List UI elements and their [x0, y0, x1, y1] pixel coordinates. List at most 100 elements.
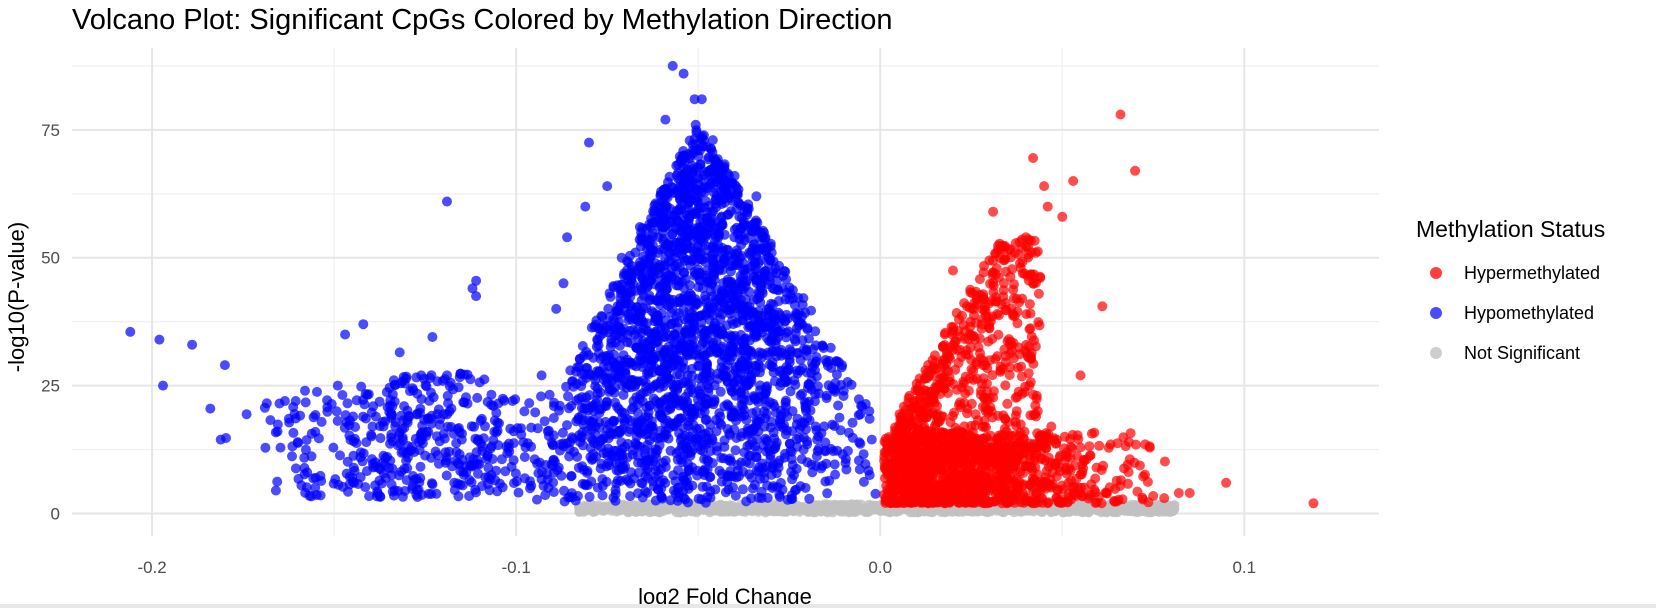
point-hypomethylated	[708, 302, 719, 313]
point-hypomethylated	[652, 484, 663, 495]
point-hypomethylated	[355, 452, 366, 463]
point-hypomethylated	[665, 298, 676, 309]
point-not-significant	[766, 503, 776, 514]
point-not-significant	[787, 505, 798, 516]
point-hypomethylated	[817, 460, 828, 471]
point-hypomethylated	[532, 494, 542, 505]
point-hypomethylated	[600, 400, 611, 411]
point-hypomethylated	[374, 475, 385, 486]
point-hypomethylated	[351, 395, 362, 406]
point-hypomethylated	[622, 413, 633, 424]
point-hypomethylated	[308, 412, 319, 423]
point-hypomethylated	[646, 360, 656, 371]
point-hypomethylated	[766, 416, 777, 427]
point-hypermethylated	[973, 476, 984, 487]
point-hypomethylated	[650, 471, 661, 482]
point-hypomethylated	[634, 222, 645, 232]
point-hypomethylated	[787, 406, 798, 417]
point-hypomethylated	[462, 398, 473, 409]
point-hypomethylated	[518, 437, 529, 448]
point-hypermethylated	[912, 478, 923, 488]
point-hypomethylated	[756, 493, 767, 504]
point-hypomethylated	[749, 393, 760, 404]
point-hypomethylated	[567, 376, 578, 387]
point-hypomethylated	[397, 434, 408, 445]
point-hypomethylated	[407, 483, 418, 494]
point-hypomethylated	[451, 447, 462, 457]
point-hypomethylated	[737, 484, 748, 495]
point-hypomethylated	[408, 385, 419, 396]
point-hypomethylated	[653, 314, 664, 325]
point-hypomethylated	[741, 456, 752, 467]
point-hypomethylated	[648, 381, 659, 392]
point-hypomethylated	[602, 181, 613, 192]
point-hypermethylated	[1110, 484, 1120, 494]
point-hypomethylated	[667, 60, 678, 71]
point-not-significant	[620, 503, 631, 514]
point-hypomethylated	[577, 341, 588, 351]
point-hypomethylated	[427, 332, 438, 342]
point-hypermethylated	[1063, 488, 1074, 498]
point-hypomethylated	[706, 279, 717, 290]
point-hypomethylated	[678, 68, 689, 79]
point-hypomethylated	[402, 405, 413, 416]
point-hypomethylated	[734, 298, 745, 309]
point-hypermethylated	[1072, 451, 1083, 461]
point-hypomethylated	[451, 438, 462, 449]
point-hypomethylated	[567, 433, 578, 444]
point-hypomethylated	[423, 488, 434, 499]
point-hypomethylated	[722, 477, 733, 488]
point-hypomethylated	[524, 398, 535, 409]
point-hypomethylated	[306, 428, 317, 439]
point-hypomethylated	[340, 329, 351, 340]
point-hypomethylated	[389, 379, 400, 390]
point-hypomethylated	[615, 301, 626, 312]
point-hypomethylated	[580, 201, 591, 212]
point-hypomethylated	[739, 447, 750, 458]
point-hypomethylated	[654, 440, 665, 451]
point-hypomethylated	[717, 220, 728, 230]
point-hypomethylated	[695, 408, 706, 419]
point-hypomethylated	[780, 315, 791, 326]
point-hypomethylated	[287, 441, 298, 452]
point-hypomethylated	[682, 296, 693, 307]
point-hypomethylated	[829, 421, 840, 431]
point-hypomethylated	[592, 439, 603, 450]
point-hypomethylated	[700, 393, 711, 404]
point-hypomethylated	[719, 174, 730, 185]
point-hypomethylated	[472, 392, 483, 403]
point-hypomethylated	[643, 412, 654, 423]
point-hypomethylated	[711, 426, 722, 437]
point-hypomethylated	[558, 278, 569, 289]
point-hypomethylated	[756, 279, 766, 290]
point-hypomethylated	[771, 351, 782, 362]
point-hypermethylated	[1072, 430, 1083, 441]
point-hypomethylated	[682, 255, 693, 266]
point-hypomethylated	[825, 342, 836, 353]
point-hypomethylated	[787, 293, 798, 304]
point-hypomethylated	[548, 413, 559, 423]
point-not-significant	[875, 505, 886, 516]
point-hypomethylated	[682, 176, 692, 187]
point-hypomethylated	[519, 452, 530, 462]
point-hypomethylated	[558, 441, 569, 452]
point-hypomethylated	[691, 269, 701, 280]
point-hypomethylated	[728, 405, 739, 416]
point-hypomethylated	[792, 347, 803, 358]
point-hypomethylated	[638, 336, 649, 347]
point-hypomethylated	[432, 376, 443, 387]
point-hypomethylated	[387, 401, 398, 412]
point-hypomethylated	[786, 490, 797, 501]
point-hypomethylated	[586, 322, 597, 333]
point-hypomethylated	[828, 384, 839, 395]
point-hypomethylated	[552, 465, 563, 476]
point-hypomethylated	[693, 282, 704, 292]
point-hypomethylated	[487, 454, 498, 465]
point-hypomethylated	[634, 316, 644, 327]
point-hypomethylated	[608, 492, 619, 503]
point-hypomethylated	[424, 395, 435, 406]
point-hypomethylated	[627, 449, 638, 460]
point-hypomethylated	[812, 434, 823, 445]
point-hypermethylated	[1086, 428, 1097, 439]
point-not-significant	[576, 504, 587, 515]
